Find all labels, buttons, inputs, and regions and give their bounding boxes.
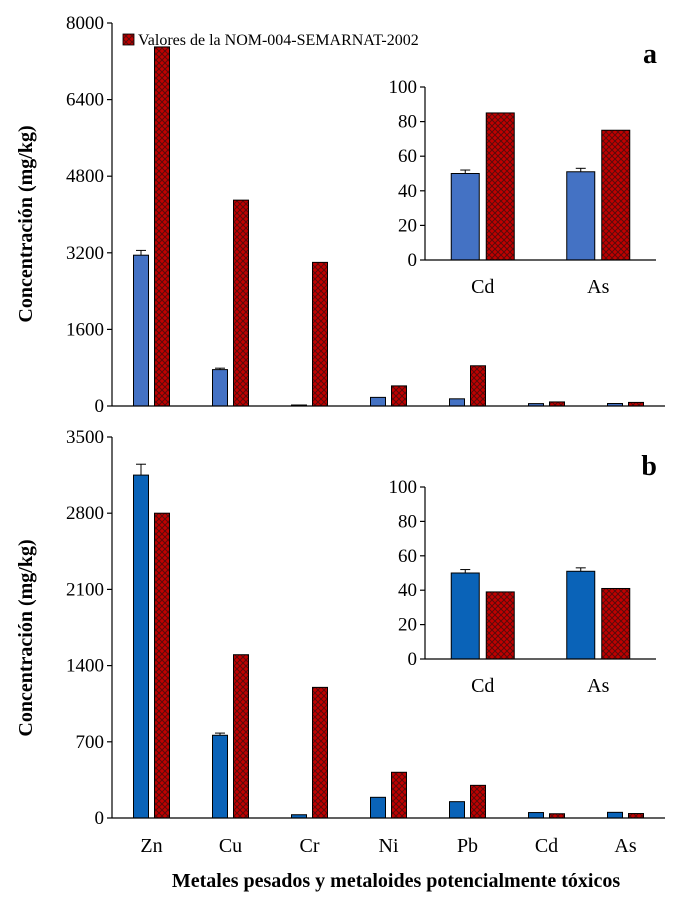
panel-a-inset-ytick-label-1: 20 — [398, 215, 417, 236]
panel-b-xtick-label-cr: Cr — [300, 835, 320, 857]
panel-b-ytick-label-1: 700 — [76, 732, 105, 753]
panel-b-xtick-label-cu: Cu — [219, 835, 242, 857]
panel-a-ytick-label-3: 4800 — [66, 166, 104, 187]
panel-b-xtick-label-ni: Ni — [379, 835, 399, 857]
panel-a-chart: 0 1600 3200 4800 6400 8000 Concentración (mg/k… — [15, 13, 665, 417]
panel-b-inset-bar-measured-as — [566, 570, 596, 660]
panel-a-inset-chart: 0 20 40 60 80 100 Cd As — [389, 77, 656, 298]
panel-b-bar-norm-as — [628, 813, 644, 819]
legend-norm-label: Valores de la NOM-004-SEMARNAT-2002 — [138, 32, 419, 49]
panel-b-inset-ytick-label-0: 0 — [408, 649, 418, 670]
panel-b-ytick-label-3: 2100 — [66, 579, 104, 600]
panel-b-bar-measured-pb — [449, 801, 465, 819]
panel-b-inset-ytick-label-4: 80 — [398, 511, 417, 532]
panel-b-bar-measured-zn — [133, 474, 149, 819]
panel-a-bar-measured-cu — [212, 369, 228, 407]
panel-b-chart: 0 700 1400 2100 2800 3500 Zn Cu Cr Ni Pb Cd As Concen… — [15, 427, 665, 857]
panel-b-inset-xtick-label-as: As — [587, 675, 609, 697]
panel-a-bar-norm-zn — [154, 46, 170, 407]
panel-a-inset-ytick-label-5: 100 — [389, 77, 418, 98]
panel-a-panel-label: a — [643, 39, 657, 70]
panel-a-bar-norm-cd — [549, 401, 565, 407]
panel-a-inset-ytick-label-0: 0 — [408, 250, 418, 271]
panel-b-bar-norm-cr — [312, 686, 328, 819]
legend-norm-swatch — [122, 33, 135, 46]
panel-a-ytick-label-1: 1600 — [66, 319, 104, 340]
panel-b-inset-ytick-label-2: 40 — [398, 580, 417, 601]
panel-a-inset-bar-norm-cd — [485, 112, 515, 261]
panel-b-inset-xtick-label-cd: Cd — [471, 675, 494, 697]
panel-b-bar-measured-cd — [528, 812, 544, 819]
legend: Valores de la NOM-004-SEMARNAT-2002 — [122, 32, 419, 49]
panel-b-inset-bar-norm-cd — [485, 591, 515, 660]
panel-a-inset-ytick-label-2: 40 — [398, 181, 417, 202]
panel-a-ytick-label-5: 8000 — [66, 13, 104, 34]
panel-a-inset-ytick-label-3: 60 — [398, 146, 417, 167]
panel-a-ytick-label-2: 3200 — [66, 243, 104, 264]
panel-b-bar-norm-pb — [470, 784, 486, 819]
panel-b-xtick-label-pb: Pb — [457, 835, 478, 857]
panel-b-bar-norm-cd — [549, 813, 565, 819]
x-axis-title: Metales pesados y metaloides potencialme… — [172, 870, 620, 892]
panel-b-bar-norm-cu — [233, 654, 249, 819]
panel-a-bar-norm-pb — [470, 365, 486, 407]
panel-b-bar-measured-ni — [370, 796, 386, 819]
panel-b-bar-measured-cu — [212, 734, 228, 819]
panel-a-bar-norm-cr — [312, 261, 328, 407]
panel-a-ytick-label-0: 0 — [95, 396, 105, 417]
panel-b-inset-chart: 0 20 40 60 80 100 Cd As — [389, 477, 656, 697]
panel-a-y-axis-title: Concentración (mg/kg) — [15, 125, 37, 322]
panel-a-inset-bar-measured-as — [566, 171, 596, 261]
panel-b-ytick-label-5: 3500 — [66, 427, 104, 448]
panel-a-inset-bar-measured-cd — [450, 173, 480, 261]
panel-b-inset-bar-norm-as — [601, 587, 631, 660]
panel-b-ytick-label-4: 2800 — [66, 503, 104, 524]
panel-b-bar-norm-zn — [154, 512, 170, 819]
panel-a-bar-norm-cu — [233, 199, 249, 407]
panel-a-ytick-label-4: 6400 — [66, 90, 104, 111]
panel-a-bar-measured-zn — [133, 254, 149, 407]
panel-b-inset-ytick-label-3: 60 — [398, 546, 417, 567]
panel-a-inset-xtick-label-cd: Cd — [471, 276, 494, 298]
panel-a-inset-bar-norm-as — [601, 129, 631, 261]
panel-b-ytick-label-2: 1400 — [66, 656, 104, 677]
panel-a-bar-measured-ni — [370, 396, 386, 407]
panel-b-inset-ytick-label-1: 20 — [398, 615, 417, 636]
panel-b-inset-bar-measured-cd — [450, 572, 480, 660]
panel-a-bar-measured-pb — [449, 398, 465, 407]
panel-b-xtick-label-cd: Cd — [535, 835, 558, 857]
panel-b-xtick-label-zn: Zn — [140, 835, 162, 857]
panel-b-xtick-label-as: As — [614, 835, 636, 857]
panel-b-y-axis-title: Concentración (mg/kg) — [15, 539, 37, 736]
panel-b-panel-label: b — [641, 451, 657, 482]
panel-b-ytick-label-0: 0 — [95, 808, 105, 829]
panel-a-inset-ytick-label-4: 80 — [398, 112, 417, 133]
panel-a-inset-xtick-label-as: As — [587, 276, 609, 298]
panel-b-bar-measured-as — [607, 811, 623, 819]
panel-a-bar-norm-ni — [391, 385, 407, 407]
panel-b-bar-norm-ni — [391, 771, 407, 819]
panel-b-inset-ytick-label-5: 100 — [389, 477, 418, 498]
